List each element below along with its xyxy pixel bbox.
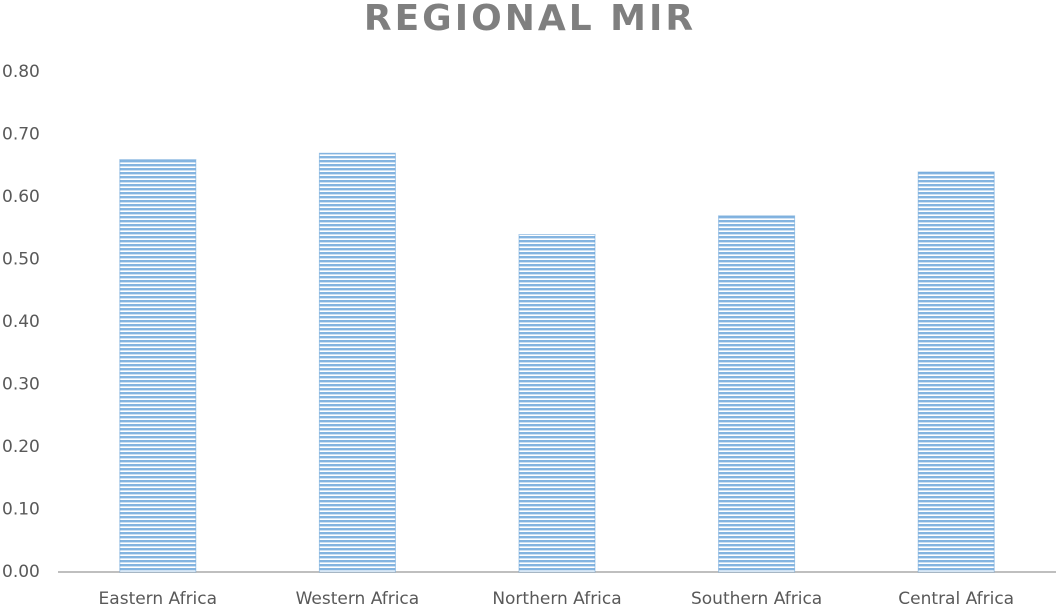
bar xyxy=(119,159,197,573)
bar xyxy=(718,215,796,573)
y-tick-label: 0.50 xyxy=(2,250,40,270)
x-tick-label: Southern Africa xyxy=(691,589,822,609)
y-tick-label: 0.10 xyxy=(2,500,40,520)
y-tick-label: 0.80 xyxy=(2,62,40,82)
y-tick-label: 0.20 xyxy=(2,437,40,457)
x-tick-label: Western Africa xyxy=(296,589,420,609)
x-tick-label: Northern Africa xyxy=(492,589,621,609)
x-tick-label: Eastern Africa xyxy=(99,589,218,609)
bar xyxy=(318,152,396,573)
bar xyxy=(917,171,995,573)
y-tick-label: 0.40 xyxy=(2,312,40,332)
x-tick-label: Central Africa xyxy=(898,589,1014,609)
y-tick-label: 0.30 xyxy=(2,375,40,395)
y-tick-label: 0.70 xyxy=(2,125,40,145)
y-tick-label: 0.00 xyxy=(2,562,40,582)
y-tick-label: 0.60 xyxy=(2,187,40,207)
bar xyxy=(518,234,596,573)
chart-title: REGIONAL MIR xyxy=(364,0,696,39)
